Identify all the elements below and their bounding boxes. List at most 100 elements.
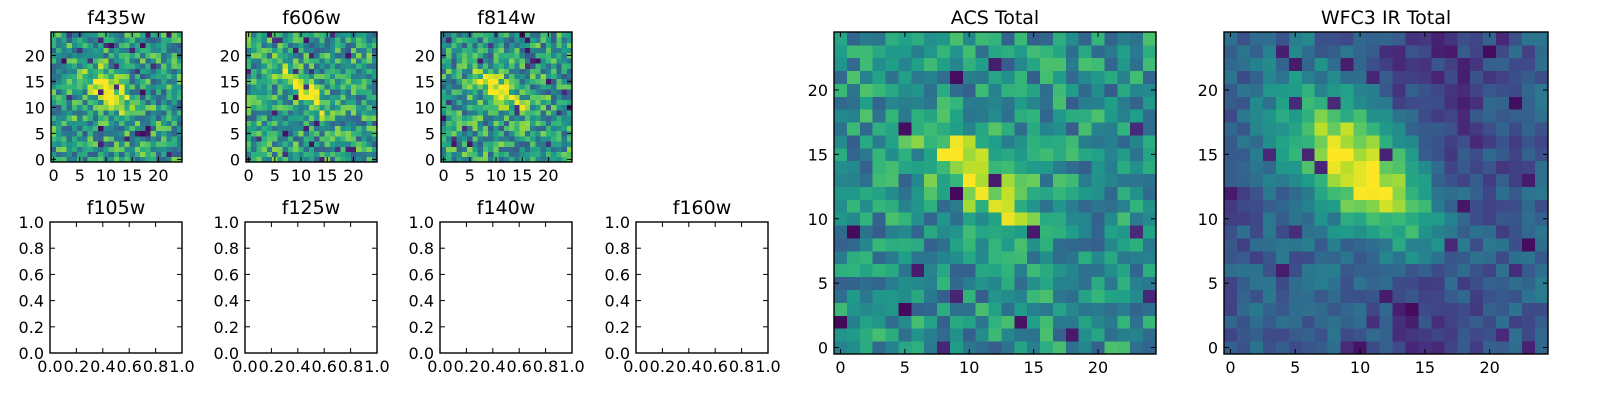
heatmap-cell — [1418, 341, 1432, 355]
heatmap-cell — [150, 120, 157, 126]
heatmap-cell — [1104, 289, 1118, 303]
heatmap-cell — [1001, 160, 1015, 175]
heatmap-cell — [345, 120, 352, 126]
heatmap-cell — [859, 225, 874, 239]
heatmap-cell — [1301, 173, 1316, 187]
heatmap-cell — [1509, 250, 1523, 265]
heatmap-cell — [1078, 109, 1092, 123]
heatmap-cell — [949, 44, 964, 59]
heatmap-cell — [108, 120, 115, 126]
heatmap-cell — [1027, 57, 1041, 72]
heatmap-cell — [150, 151, 157, 158]
heatmap-cell — [1014, 199, 1028, 213]
heatmap-cell — [340, 73, 346, 80]
heatmap-cell — [314, 73, 320, 80]
x-tick-label: 1.0 — [169, 357, 194, 376]
panel-f125w-frame — [244, 221, 378, 354]
heatmap-cell — [1052, 328, 1067, 342]
heatmap-cell — [1483, 147, 1497, 162]
heatmap-cell — [461, 130, 468, 137]
heatmap-cell — [556, 136, 562, 142]
heatmap-cell — [66, 115, 73, 121]
heatmap-cell — [477, 94, 484, 100]
heatmap-cell — [949, 83, 964, 97]
heatmap-cell — [1366, 122, 1380, 136]
heatmap-cell — [1001, 44, 1015, 59]
heatmap-cell — [298, 110, 305, 116]
heatmap-cell — [298, 151, 305, 158]
heatmap-cell — [477, 136, 484, 142]
heatmap-cell — [61, 120, 68, 126]
y-tick-label: 5 — [35, 124, 45, 143]
heatmap-cell — [988, 276, 1002, 290]
heatmap-cell — [1091, 135, 1105, 149]
heatmap-cell — [1314, 289, 1329, 303]
heatmap-cell — [166, 115, 172, 121]
heatmap-cell — [911, 32, 925, 46]
heatmap-cell — [87, 78, 94, 85]
heatmap-cell — [467, 42, 473, 48]
heatmap-cell — [1249, 44, 1264, 59]
heatmap-cell — [1405, 225, 1419, 239]
heatmap-cell — [1444, 160, 1458, 175]
heatmap-cell — [467, 136, 473, 142]
heatmap-cell — [975, 83, 989, 97]
heatmap-cell — [493, 136, 500, 142]
heatmap-cell — [556, 37, 562, 43]
heatmap-cell — [1522, 212, 1536, 226]
heatmap-cell — [140, 47, 146, 54]
heatmap-cell — [535, 99, 541, 106]
heatmap-cell — [1379, 147, 1393, 162]
heatmap-cell — [345, 94, 352, 100]
heatmap-cell — [129, 99, 136, 106]
heatmap-cell — [171, 47, 178, 54]
heatmap-cell — [1275, 44, 1290, 59]
heatmap-cell — [503, 89, 510, 95]
heatmap-cell — [98, 156, 104, 163]
y-tick-label: 15 — [808, 145, 828, 164]
heatmap-cell — [113, 104, 120, 111]
heatmap-cell — [371, 63, 378, 69]
heatmap-cell — [350, 73, 357, 80]
heatmap-cell — [975, 186, 989, 200]
heatmap-cell — [1353, 70, 1367, 84]
heatmap-cell — [1314, 147, 1329, 162]
heatmap-cell — [949, 122, 964, 136]
heatmap-cell — [361, 84, 367, 90]
heatmap-cell — [108, 99, 115, 106]
heatmap-cell — [345, 42, 352, 48]
heatmap-cell — [545, 110, 552, 116]
heatmap-cell — [319, 104, 325, 111]
heatmap-cell — [1027, 147, 1041, 162]
heatmap-cell — [540, 110, 547, 116]
heatmap-cell — [1418, 263, 1432, 278]
heatmap-cell — [911, 122, 925, 136]
heatmap-cell — [456, 130, 463, 137]
heatmap-cell — [1496, 186, 1510, 200]
heatmap-cell — [859, 32, 874, 46]
heatmap-cell — [251, 136, 257, 142]
heatmap-cell — [1379, 302, 1393, 316]
heatmap-cell — [308, 120, 315, 126]
heatmap-cell — [519, 136, 526, 142]
heatmap-cell — [345, 130, 352, 137]
heatmap-cell — [503, 115, 510, 121]
heatmap-cell — [488, 37, 494, 43]
heatmap-cell — [71, 156, 78, 163]
heatmap-cell — [171, 99, 178, 106]
heatmap-cell — [1040, 263, 1054, 278]
heatmap-cell — [56, 84, 62, 90]
heatmap-cell — [335, 89, 341, 95]
heatmap-cell — [1366, 302, 1380, 316]
heatmap-cell — [340, 78, 346, 85]
heatmap-cell — [77, 78, 83, 85]
heatmap-cell — [314, 110, 320, 116]
heatmap-cell — [361, 89, 367, 95]
heatmap-cell — [77, 151, 83, 158]
heatmap-cell — [456, 120, 463, 126]
heatmap-cell — [366, 52, 373, 59]
heatmap-cell — [1027, 122, 1041, 136]
heatmap-cell — [446, 120, 452, 126]
heatmap-cell — [298, 99, 305, 106]
heatmap-cell — [1522, 328, 1536, 342]
